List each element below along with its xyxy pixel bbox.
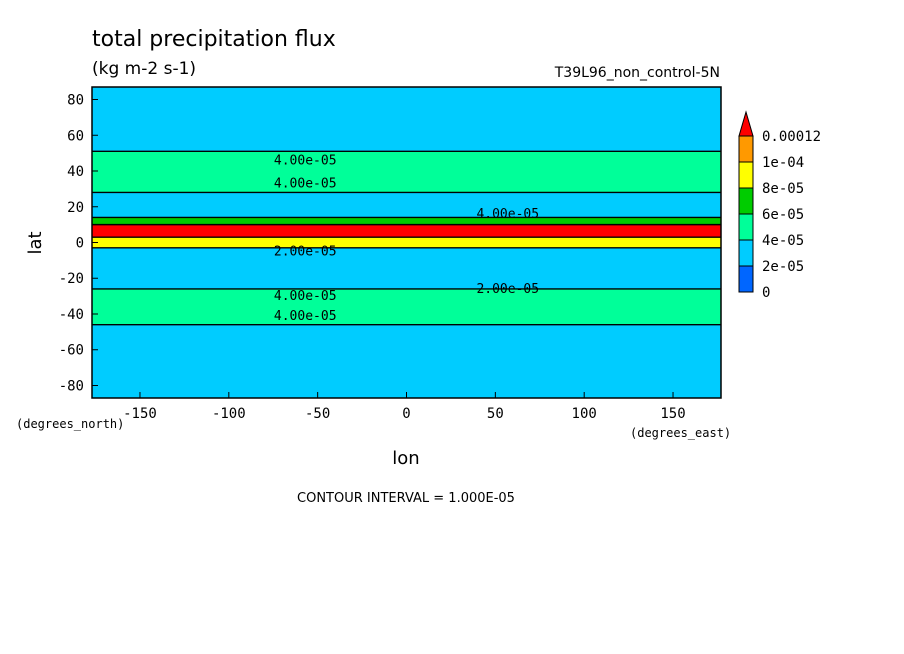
- x-tick-label: 50: [487, 406, 504, 422]
- band-8: [92, 87, 721, 152]
- contour-label: 4.00e-05: [274, 289, 337, 304]
- y-units-label: (degrees_north): [16, 417, 124, 431]
- band-2: [92, 247, 721, 289]
- colorbar-label: 6e-05: [762, 207, 804, 223]
- colorbar-swatch: [738, 135, 754, 163]
- band-7: [92, 151, 721, 193]
- contour-label: 2.00e-05: [476, 282, 539, 297]
- x-units-label: (degrees_east): [630, 426, 731, 440]
- band-6: [92, 192, 721, 218]
- chart-title: total precipitation flux: [92, 27, 336, 52]
- contour-label: 4.00e-05: [274, 309, 337, 324]
- colorbar: 0 2e-05 4e-05 6e-05 8e-05 1e-04 0.00012: [738, 110, 821, 301]
- x-tick-label: 150: [660, 406, 685, 422]
- colorbar-label: 8e-05: [762, 181, 804, 197]
- x-tick-label: -150: [123, 406, 157, 422]
- x-axis: -150 -100 -50 0 50 100 150: [123, 392, 686, 422]
- y-tick-label: -40: [59, 307, 84, 323]
- contour-label: 4.00e-05: [274, 153, 337, 168]
- contour-label: 4.00e-05: [476, 207, 539, 222]
- band-4: [92, 224, 721, 238]
- band-1: [92, 288, 721, 325]
- x-tick-label: 100: [572, 406, 597, 422]
- x-tick-label: -50: [305, 406, 330, 422]
- colorbar-swatch: [738, 213, 754, 241]
- x-axis-label: lon: [392, 448, 419, 469]
- contour-label: 2.00e-05: [274, 244, 337, 259]
- y-axis-label: lat: [25, 231, 46, 254]
- chart-units: (kg m-2 s-1): [92, 59, 196, 79]
- band-5: [92, 217, 721, 225]
- y-tick-label: 60: [67, 128, 84, 144]
- contour-interval-note: CONTOUR INTERVAL = 1.000E-05: [297, 491, 515, 506]
- colorbar-swatch: [738, 161, 754, 189]
- y-tick-label: 20: [67, 200, 84, 216]
- run-label: T39L96_non_control-5N: [554, 65, 720, 81]
- colorbar-label: 1e-04: [762, 155, 804, 171]
- x-tick-label: -100: [212, 406, 246, 422]
- x-tick-label: 0: [402, 406, 410, 422]
- y-tick-label: 80: [67, 93, 84, 109]
- y-tick-label: -80: [59, 378, 84, 394]
- y-tick-label: 0: [76, 236, 84, 252]
- y-tick-label: -60: [59, 343, 84, 359]
- y-tick-label: 40: [67, 164, 84, 180]
- colorbar-label: 2e-05: [762, 259, 804, 275]
- colorbar-label: 0.00012: [762, 129, 821, 145]
- colorbar-swatch: [738, 239, 754, 267]
- band-3: [92, 237, 721, 248]
- colorbar-label: 4e-05: [762, 233, 804, 249]
- plot-area: 4.00e-05 4.00e-05 4.00e-05 2.00e-05 2.00e-05…: [92, 87, 721, 398]
- y-tick-label: -20: [59, 271, 84, 287]
- colorbar-swatch: [738, 187, 754, 215]
- y-axis: -80 -60 -40 -20 0 20 40 60 80: [59, 93, 98, 394]
- band-0: [92, 324, 721, 398]
- colorbar-extend-arrow: [738, 110, 754, 137]
- contour-label: 4.00e-05: [274, 177, 337, 192]
- colorbar-swatch: [738, 265, 754, 293]
- colorbar-label: 0: [762, 285, 770, 301]
